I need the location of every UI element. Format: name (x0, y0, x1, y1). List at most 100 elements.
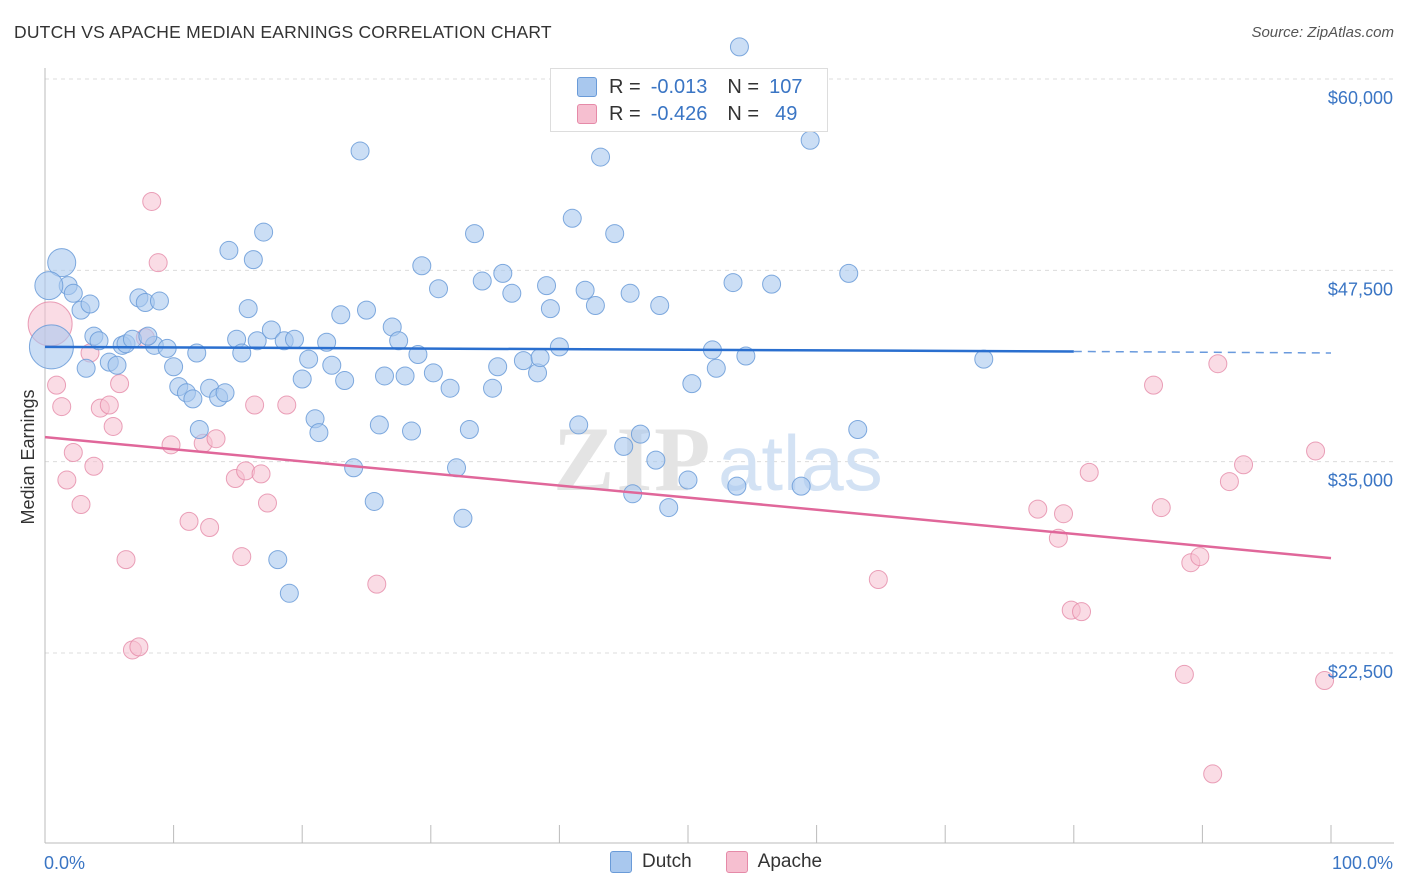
y-tick-label-22500: $22,500 (1328, 662, 1393, 682)
dutch-point (791, 476, 811, 496)
apache-point (277, 395, 297, 415)
apache-r-value: -0.426 (650, 102, 708, 125)
apache-trend-line (44, 435, 1332, 560)
dutch-point (261, 320, 281, 340)
dutch-point (502, 283, 522, 303)
watermark: ZIP atlas (553, 408, 883, 510)
dutch-point (357, 300, 376, 320)
dutch-point (453, 508, 473, 528)
y-tick-label-47500: $47,500 (1328, 279, 1393, 299)
apache-point (1234, 455, 1254, 475)
dutch-point (423, 363, 443, 383)
dutch-point (540, 299, 560, 319)
apache-n-label: N = (727, 102, 760, 125)
dutch-point (848, 420, 868, 440)
apache-r-label: R = (609, 102, 641, 125)
axes (44, 68, 1394, 844)
dutch-point (839, 263, 859, 283)
apache-point (1028, 499, 1048, 519)
dutch-point (164, 357, 184, 377)
dutch-r-value: -0.013 (650, 75, 708, 98)
apache-point (161, 435, 181, 455)
dutch-point (472, 271, 492, 291)
apache-point (1203, 764, 1223, 784)
x-tick-label-100: 100.0% (1332, 853, 1393, 873)
dutch-trend-line (44, 345, 1074, 353)
dutch-point (630, 424, 650, 444)
apache-point (1219, 472, 1239, 492)
apache-point (1151, 498, 1171, 518)
dutch-point (369, 415, 389, 435)
series-legend: Dutch Apache (610, 851, 856, 873)
apache-point (142, 191, 162, 211)
legend-row-dutch: R = -0.013 N = 107 (577, 75, 802, 99)
dutch-point (429, 279, 449, 299)
dutch-point (659, 498, 679, 518)
dutch-point (89, 331, 109, 351)
x-tick-label-0: 0.0% (44, 853, 85, 873)
dutch-point (549, 337, 569, 357)
dutch-point (322, 355, 342, 375)
dutch-point (974, 349, 994, 369)
apache-point (1072, 602, 1092, 622)
dutch-point (646, 450, 666, 470)
dutch-point (488, 357, 508, 377)
apache-swatch (577, 104, 597, 124)
dutch-point (122, 329, 142, 349)
dutch-point (238, 299, 258, 319)
dutch-legend-swatch (610, 851, 632, 873)
y-tick-label-35000: $35,000 (1328, 471, 1393, 491)
apache-point (47, 375, 67, 395)
apache-point (206, 429, 226, 449)
apache-point (1306, 441, 1326, 461)
legend-item-apache: Apache (725, 851, 822, 873)
dutch-point (465, 224, 485, 244)
dutch-point (682, 374, 702, 394)
dutch-point (107, 355, 127, 375)
dutch-point (614, 436, 634, 456)
dutch-point (247, 331, 267, 351)
dutch-point (605, 224, 625, 244)
apache-point (57, 470, 77, 490)
dutch-point (317, 332, 337, 352)
dutch-point (189, 420, 209, 440)
source-label: Source: ZipAtlas.com (1251, 24, 1394, 41)
dutch-point (575, 280, 595, 300)
apache-point (63, 442, 83, 462)
dutch-point (63, 283, 83, 303)
dutch-point (678, 470, 698, 490)
tick-labels: $22,500 $35,000 $47,500 $60,000 0.0% 100.0% (44, 88, 1393, 873)
apache-point (110, 374, 130, 394)
dutch-point (412, 256, 432, 276)
apache-n-value: 49 (775, 102, 798, 125)
apache-point (71, 495, 91, 515)
apache-point (179, 511, 199, 531)
dutch-point (219, 240, 239, 260)
dutch-point (215, 383, 235, 403)
apache-point (245, 395, 265, 415)
dutch-point (389, 331, 409, 351)
apache-point (148, 253, 168, 273)
dutch-point (268, 550, 288, 570)
dutch-point (284, 329, 304, 349)
dutch-point (762, 274, 782, 294)
apache-point (868, 570, 888, 590)
dutch-point (299, 349, 319, 369)
dutch-point (723, 273, 743, 293)
dutch-point (76, 358, 96, 378)
apache-point (1315, 671, 1335, 691)
dutch-point (309, 423, 329, 443)
dutch-point (706, 358, 726, 378)
dutch-point (364, 491, 384, 511)
apache-point (103, 416, 123, 436)
dutch-point (375, 366, 395, 386)
dutch-point (569, 415, 589, 435)
apache-point (1208, 354, 1228, 374)
dutch-point (149, 291, 169, 311)
dutch-point (408, 345, 428, 365)
dutch-point (591, 147, 611, 167)
apache-point (129, 637, 149, 657)
dutch-point (585, 296, 605, 316)
apache-point (200, 517, 220, 537)
dutch-legend-label: Dutch (642, 851, 692, 872)
